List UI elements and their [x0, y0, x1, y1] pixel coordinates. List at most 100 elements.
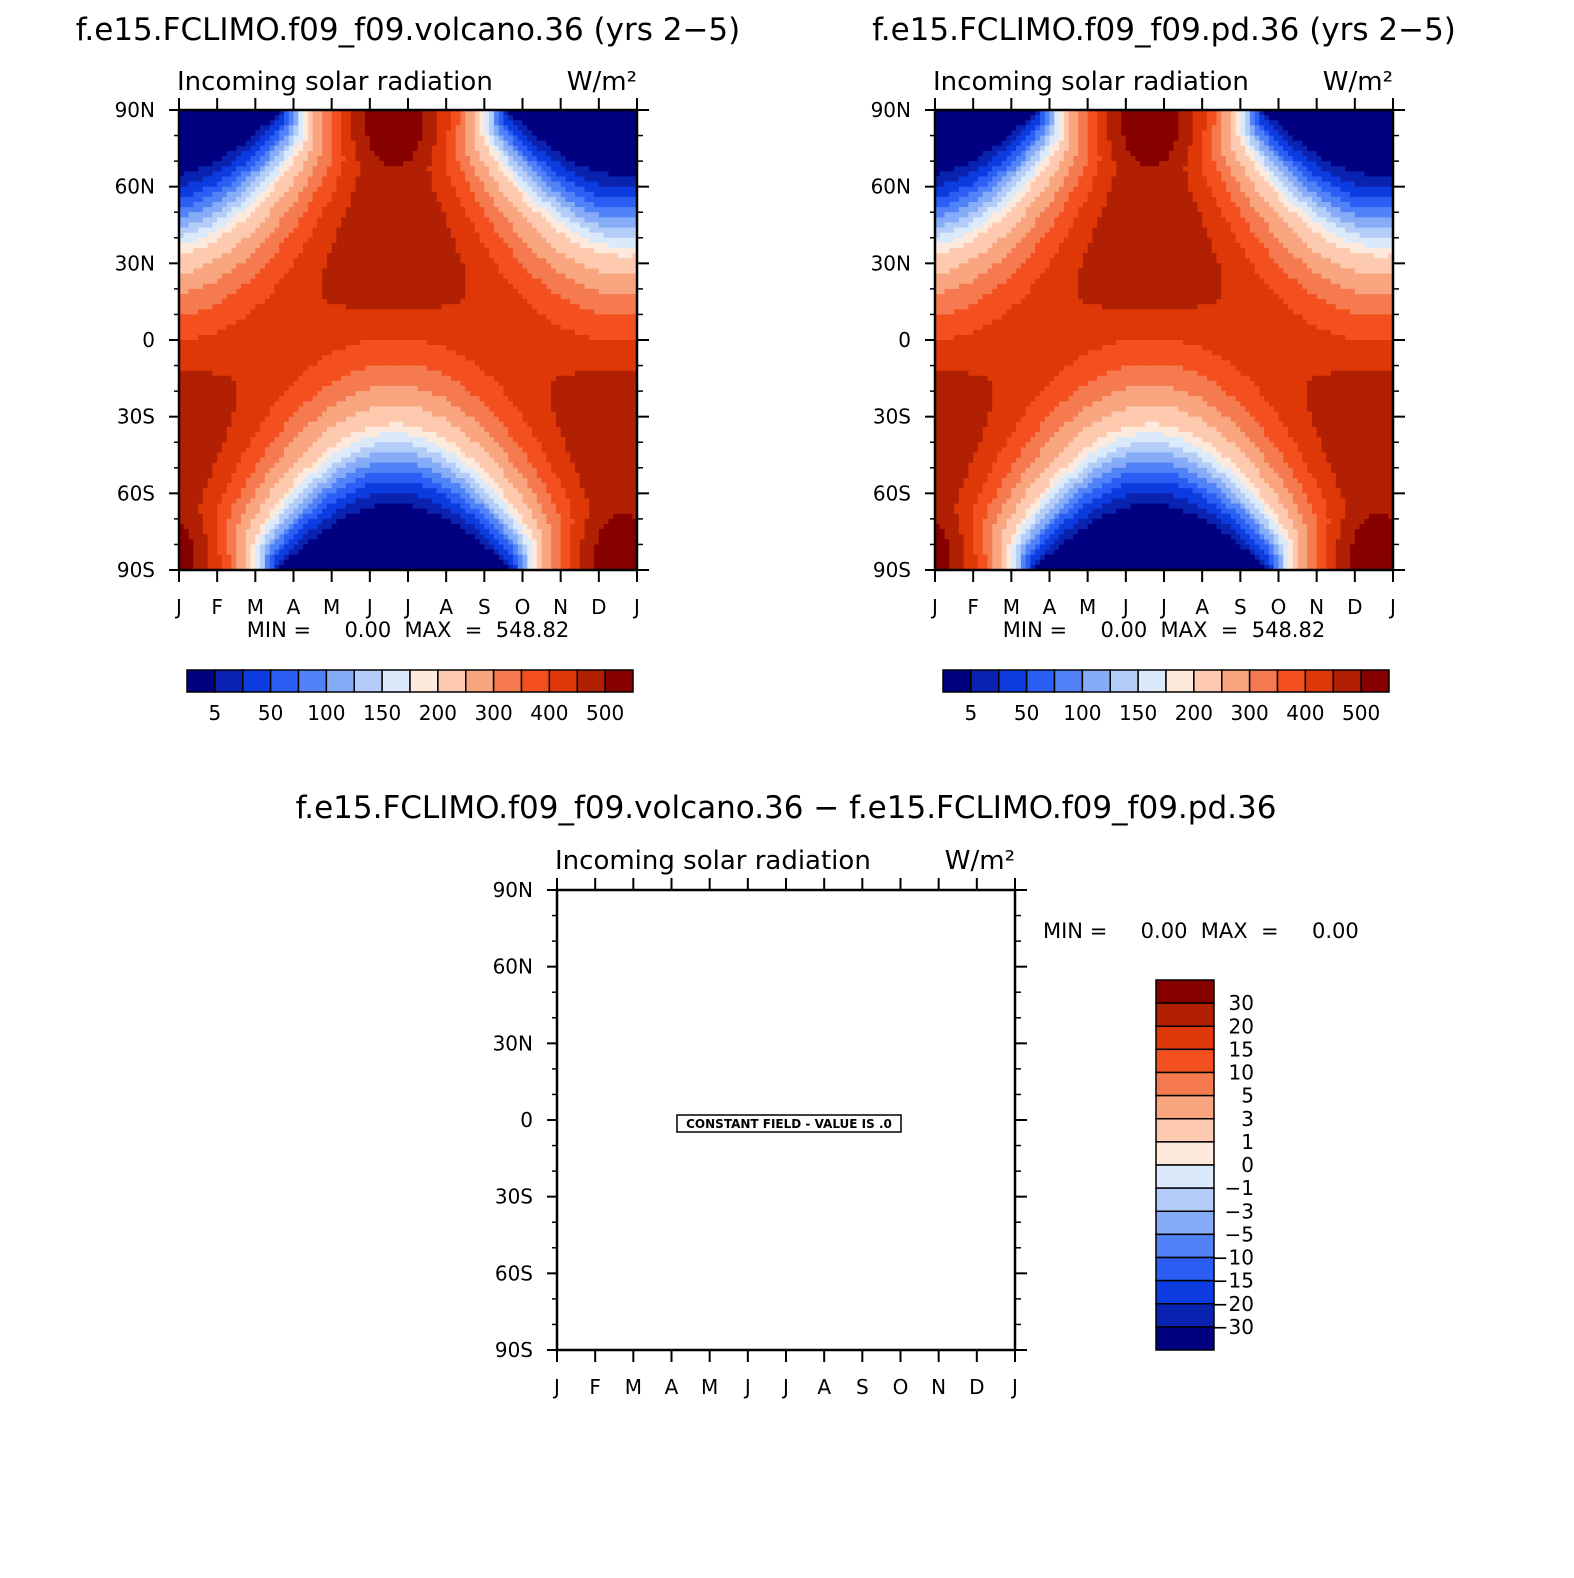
- heatmap-cell: [422, 314, 428, 321]
- heatmap-cell: [613, 140, 619, 147]
- heatmap-cell: [512, 130, 519, 137]
- heatmap-cell: [374, 370, 380, 377]
- heatmap-cell: [369, 360, 376, 367]
- heatmap-cell: [608, 242, 614, 249]
- heatmap-cell: [632, 150, 637, 157]
- heatmap-cell: [179, 329, 185, 336]
- heatmap-cell: [408, 171, 414, 178]
- heatmap-cell: [193, 140, 199, 147]
- heatmap-cell: [236, 345, 242, 351]
- heatmap-cell: [484, 176, 490, 183]
- heatmap-cell: [546, 268, 552, 275]
- heatmap-cell: [613, 120, 619, 126]
- heatmap-cell: [622, 227, 629, 234]
- heatmap-cell: [522, 370, 528, 377]
- heatmap-cell: [183, 191, 190, 198]
- heatmap-cell: [555, 350, 562, 356]
- heatmap-cell: [317, 360, 323, 367]
- heatmap-cell: [546, 258, 552, 264]
- heatmap-cell: [369, 319, 376, 326]
- heatmap-cell: [479, 370, 485, 377]
- heatmap-cell: [288, 350, 295, 356]
- heatmap-cell: [517, 171, 524, 178]
- heatmap-cell: [589, 212, 595, 218]
- heatmap-cell: [460, 145, 466, 152]
- heatmap-cell: [245, 232, 252, 239]
- heatmap-cell: [589, 120, 595, 126]
- heatmap-cell: [613, 196, 619, 203]
- heatmap-cell: [264, 212, 271, 218]
- heatmap-cell: [369, 314, 376, 321]
- heatmap-cell: [288, 156, 295, 162]
- heatmap-cell: [303, 196, 309, 203]
- heatmap-cell: [202, 340, 209, 346]
- heatmap-cell: [508, 161, 514, 167]
- heatmap-cell: [598, 161, 605, 167]
- heatmap-cell: [198, 329, 204, 336]
- heatmap-cell: [427, 334, 433, 341]
- heatmap-cell: [360, 156, 366, 162]
- heatmap-cell: [512, 283, 519, 290]
- heatmap-cell: [231, 120, 237, 126]
- heatmap-cell: [255, 294, 261, 300]
- heatmap-cell: [470, 340, 476, 346]
- heatmap-cell: [417, 202, 423, 208]
- heatmap-cell: [479, 283, 485, 290]
- heatmap-cell: [617, 232, 624, 239]
- heatmap-cell: [179, 202, 185, 208]
- heatmap-cell: [589, 207, 595, 213]
- heatmap-cell: [360, 171, 366, 178]
- heatmap-cell: [326, 110, 333, 116]
- heatmap-cell: [226, 258, 233, 264]
- heatmap-cell: [632, 263, 637, 270]
- heatmap-cell: [260, 222, 266, 229]
- heatmap-cell: [493, 242, 500, 249]
- heatmap-cell: [565, 299, 571, 305]
- heatmap-cell: [322, 355, 328, 362]
- heatmap-cell: [541, 222, 547, 229]
- heatmap-cell: [336, 181, 342, 188]
- heatmap-cell: [493, 120, 500, 126]
- heatmap-cell: [632, 156, 637, 162]
- heatmap-cell: [617, 186, 624, 193]
- heatmap-cell: [374, 360, 380, 367]
- heatmap-cell: [322, 202, 328, 208]
- heatmap-cell: [517, 242, 524, 249]
- heatmap-cell: [274, 370, 280, 377]
- heatmap-cell: [226, 222, 233, 229]
- heatmap-cell: [355, 145, 361, 152]
- heatmap-cell: [379, 140, 385, 147]
- heatmap-cell: [431, 166, 438, 172]
- heatmap-cell: [374, 278, 380, 285]
- heatmap-cell: [431, 156, 438, 162]
- heatmap-cell: [632, 161, 637, 167]
- heatmap-cell: [388, 110, 395, 116]
- heatmap-cell: [441, 212, 447, 218]
- heatmap-cell: [460, 288, 466, 295]
- heatmap-cell: [589, 115, 595, 121]
- heatmap-cell: [283, 370, 290, 377]
- heatmap-cell: [603, 130, 609, 137]
- heatmap-cell: [412, 237, 419, 244]
- heatmap-cell: [493, 278, 500, 285]
- heatmap-cell: [603, 161, 609, 167]
- heatmap-cell: [441, 120, 447, 126]
- heatmap-cell: [489, 161, 495, 167]
- heatmap-cell: [503, 299, 509, 305]
- heatmap-cell: [279, 309, 285, 316]
- heatmap-cell: [484, 268, 490, 275]
- heatmap-cell: [465, 278, 471, 285]
- heatmap-cell: [341, 273, 347, 280]
- heatmap-cell: [298, 186, 304, 193]
- heatmap-cell: [245, 273, 252, 280]
- heatmap-cell: [212, 115, 218, 121]
- heatmap-cell: [532, 135, 538, 142]
- heatmap-cell: [493, 207, 500, 213]
- heatmap-cell: [503, 130, 509, 137]
- heatmap-cell: [503, 217, 509, 224]
- heatmap-cell: [241, 283, 247, 290]
- heatmap-cell: [245, 283, 252, 290]
- heatmap-cell: [517, 288, 524, 295]
- heatmap-cell: [403, 196, 409, 203]
- heatmap-cell: [226, 196, 233, 203]
